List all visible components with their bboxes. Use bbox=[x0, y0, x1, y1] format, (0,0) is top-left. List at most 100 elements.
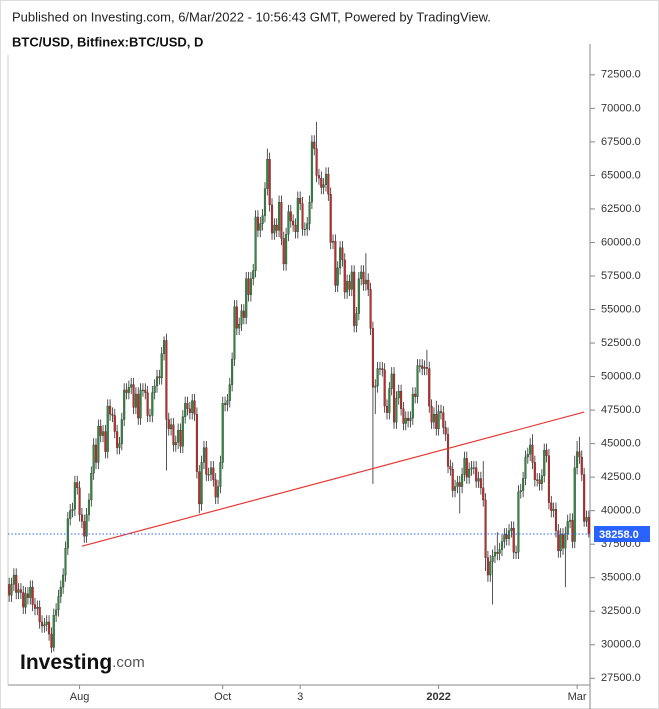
candle-body bbox=[496, 552, 499, 554]
candle-body bbox=[69, 510, 72, 519]
candle-body bbox=[334, 240, 337, 286]
candle-body bbox=[444, 427, 447, 435]
candle-body bbox=[10, 584, 13, 596]
candle-body bbox=[310, 141, 313, 203]
candle-body bbox=[33, 604, 37, 609]
candle-body bbox=[519, 490, 522, 493]
candle-body bbox=[360, 271, 363, 279]
candle-body bbox=[205, 447, 208, 475]
x-tick-label: 3 bbox=[297, 691, 303, 703]
candle-body bbox=[369, 289, 372, 329]
candle-body bbox=[92, 444, 95, 474]
y-tick-label: 42500.0 bbox=[601, 471, 641, 483]
candle-body bbox=[491, 556, 494, 562]
y-tick-label: 55000.0 bbox=[601, 303, 641, 315]
candle-body bbox=[463, 458, 466, 475]
candle-body bbox=[221, 403, 224, 463]
candle-body bbox=[423, 367, 426, 369]
candle-body bbox=[195, 413, 198, 472]
candle-body bbox=[148, 415, 152, 417]
candle-body bbox=[381, 368, 384, 371]
candle-body bbox=[78, 487, 81, 515]
logo-brand: Investing bbox=[20, 651, 112, 674]
candle-body bbox=[442, 412, 445, 428]
candle-body bbox=[40, 621, 44, 627]
candle-body bbox=[461, 474, 464, 487]
candle-body bbox=[331, 240, 335, 243]
candle-body bbox=[256, 216, 259, 231]
candle-body bbox=[186, 403, 189, 409]
candle-body bbox=[38, 607, 41, 623]
candle-body bbox=[378, 368, 382, 370]
candle-body bbox=[566, 521, 569, 534]
candle-body bbox=[134, 393, 137, 408]
candle-body bbox=[531, 444, 534, 463]
candle-body bbox=[163, 340, 166, 354]
candle-body bbox=[15, 574, 18, 593]
candle-body bbox=[261, 215, 264, 224]
chart-title: BTC/USD, Bitfinex:BTC/USD, D bbox=[12, 34, 203, 49]
candle-body bbox=[526, 454, 529, 458]
candle-body bbox=[130, 384, 133, 388]
candle-body bbox=[153, 385, 156, 393]
y-tick-label: 67500.0 bbox=[601, 136, 641, 148]
candle-body bbox=[238, 324, 241, 329]
candle-body bbox=[45, 621, 48, 625]
candle-body bbox=[85, 514, 88, 537]
candle-body bbox=[294, 224, 297, 232]
candle-body bbox=[540, 475, 543, 484]
candle-body bbox=[339, 247, 342, 269]
candle-body bbox=[287, 211, 290, 235]
y-tick-label: 30000.0 bbox=[601, 639, 641, 651]
candle-body bbox=[141, 389, 144, 391]
candle-body bbox=[538, 479, 541, 484]
candle-body bbox=[202, 447, 205, 463]
candle-body bbox=[139, 389, 142, 419]
candle-body bbox=[118, 443, 121, 448]
candle-body bbox=[137, 393, 140, 419]
candle-body bbox=[90, 472, 93, 501]
candle-body bbox=[374, 385, 377, 388]
candle-body bbox=[170, 424, 173, 430]
candle-body bbox=[484, 499, 487, 558]
candle-body bbox=[198, 471, 201, 505]
candle-body bbox=[12, 574, 15, 585]
candle-body bbox=[233, 306, 236, 360]
candle-body bbox=[308, 202, 311, 224]
candle-body bbox=[188, 408, 191, 413]
candle-body bbox=[432, 413, 435, 423]
candle-body bbox=[116, 431, 119, 448]
candle-body bbox=[306, 223, 309, 230]
candle-body bbox=[120, 419, 123, 444]
candle-body bbox=[587, 517, 590, 535]
candle-body bbox=[543, 450, 546, 476]
candle-body bbox=[254, 216, 257, 271]
candle-body bbox=[111, 413, 114, 416]
candle-body bbox=[26, 593, 29, 598]
candle-body bbox=[522, 478, 525, 491]
candle-body bbox=[383, 369, 386, 407]
candle-body bbox=[99, 426, 102, 436]
candle-body bbox=[472, 467, 475, 469]
candle-body bbox=[249, 278, 252, 295]
candle-body bbox=[22, 592, 25, 608]
candle-body bbox=[123, 389, 126, 420]
y-tick-label: 45000.0 bbox=[601, 438, 641, 450]
candle-body bbox=[177, 430, 180, 443]
candle-body bbox=[165, 340, 168, 420]
candle-body bbox=[348, 281, 351, 290]
candle-body bbox=[76, 482, 79, 489]
candle-body bbox=[388, 388, 391, 413]
candle-body bbox=[512, 527, 515, 553]
candle-body bbox=[569, 519, 572, 522]
candle-body bbox=[346, 281, 349, 293]
last-price-tag bbox=[594, 526, 650, 543]
candle-body bbox=[404, 417, 407, 424]
candle-body bbox=[132, 384, 135, 408]
candle-body bbox=[317, 175, 320, 179]
candle-body bbox=[498, 549, 501, 554]
candle-body bbox=[292, 220, 295, 226]
candle-body bbox=[242, 310, 245, 318]
candle-body bbox=[343, 259, 346, 293]
